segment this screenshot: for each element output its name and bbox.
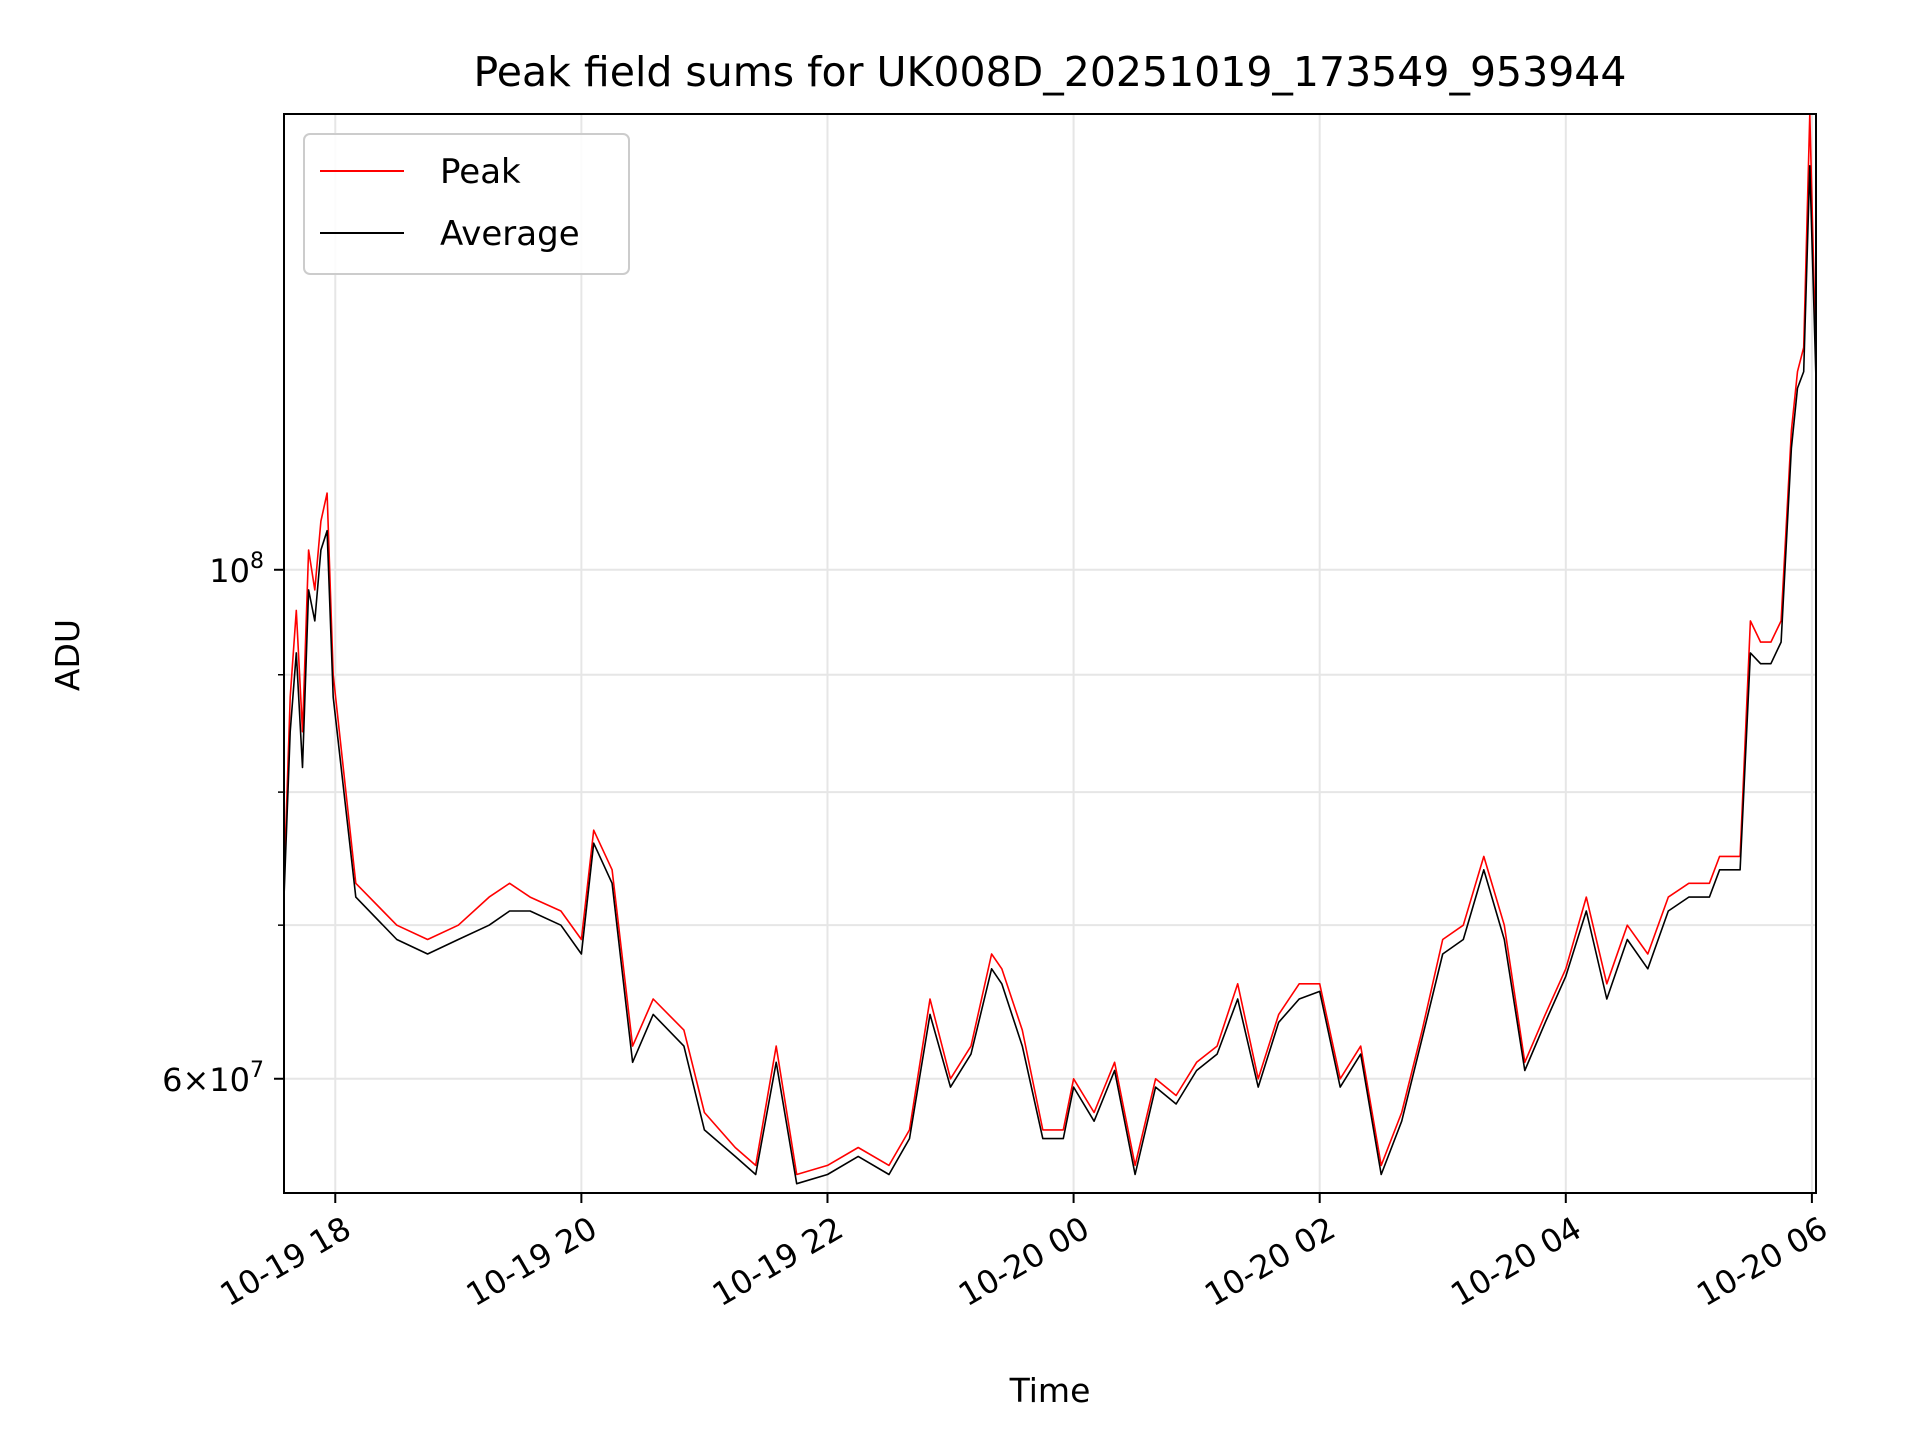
chart-title: Peak field sums for UK008D_20251019_1735… [474,48,1627,96]
series-line-peak [283,113,1817,1176]
legend-label-peak: Peak [440,152,521,192]
legend-label-average: Average [440,214,580,254]
series-layer [283,113,1817,1185]
y-axis-title: ADU [48,619,87,691]
y-tick-label: 108 [209,549,264,590]
legend-box [303,133,630,275]
plot-frame [283,113,1817,1194]
x-axis-title: Time [1009,1371,1091,1410]
grid [284,114,1816,1193]
y-tick-label: 6×107 [162,1058,264,1099]
series-line-average [283,165,1817,1185]
legend: Peak Average [303,133,630,275]
